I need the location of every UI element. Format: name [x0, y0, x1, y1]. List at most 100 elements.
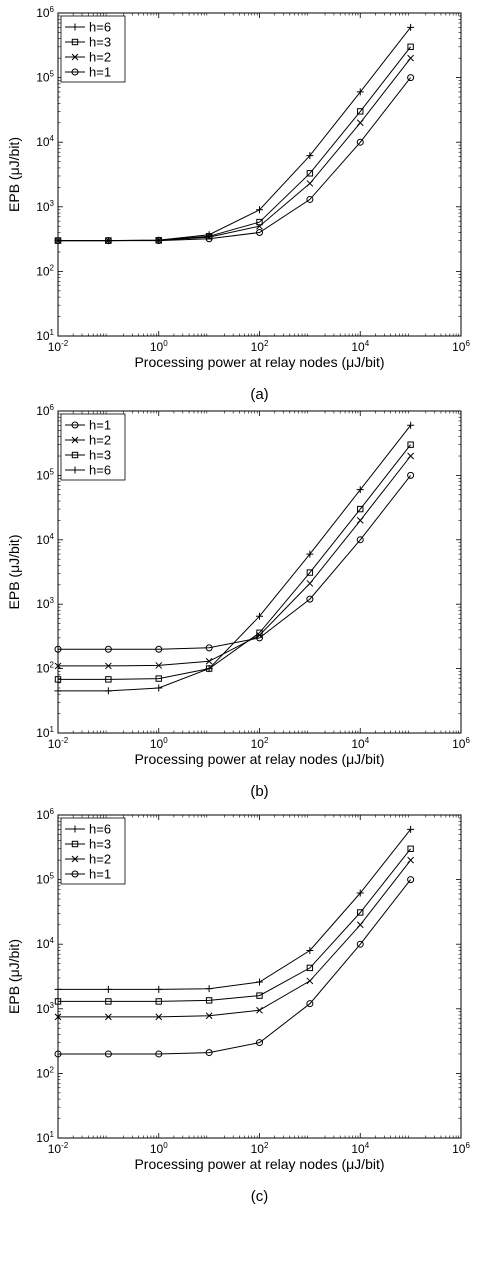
plot-area-frame — [57, 814, 462, 1139]
legend-entry: h=2 — [89, 50, 111, 65]
x-axis-label: Processing power at relay nodes (μJ/bit) — [134, 751, 384, 767]
y-tick-label: 104 — [36, 134, 54, 149]
plot-area-frame — [57, 12, 462, 337]
data-point — [54, 1013, 62, 1021]
y-tick-label: 102 — [36, 263, 54, 278]
data-point — [256, 612, 263, 620]
data-point — [407, 441, 414, 448]
legend-marker — [71, 23, 79, 31]
legend-marker — [71, 451, 79, 459]
data-point — [205, 644, 213, 652]
data-point — [357, 505, 364, 513]
data-point — [306, 580, 314, 587]
data-point — [54, 237, 62, 245]
data-point — [306, 170, 314, 177]
legend-marker — [71, 840, 79, 848]
data-point — [306, 595, 314, 603]
data-point — [205, 997, 213, 1004]
data-point — [256, 992, 263, 999]
legend-marker — [71, 825, 79, 833]
data-point — [356, 138, 364, 146]
data-point — [256, 206, 263, 214]
legend-marker — [71, 436, 79, 444]
series-h=3 — [54, 845, 414, 1005]
data-point — [256, 229, 263, 237]
series-h=1 — [54, 74, 415, 245]
x-tick-label: 100 — [150, 736, 168, 751]
data-point — [256, 222, 263, 230]
x-axis-label: Processing power at relay nodes (μJ/bit) — [134, 1156, 384, 1172]
data-point — [306, 946, 314, 954]
x-tick-label: 104 — [351, 339, 369, 354]
y-axis-label: EPB (μJ/bit) — [6, 939, 22, 1014]
data-point — [104, 645, 112, 653]
legend-marker — [71, 68, 79, 76]
data-point — [205, 985, 213, 993]
data-point — [407, 421, 415, 429]
x-tick-label: 10-2 — [48, 339, 69, 354]
data-point — [54, 687, 62, 695]
data-point — [407, 825, 415, 833]
data-point — [105, 998, 112, 1005]
data-point — [407, 23, 415, 31]
data-point — [155, 684, 163, 692]
series-h=2 — [54, 54, 414, 244]
data-point — [155, 998, 162, 1005]
data-point — [104, 1050, 112, 1058]
data-point — [256, 1006, 263, 1014]
legend-marker — [71, 870, 79, 878]
data-point — [205, 657, 213, 665]
data-point — [407, 845, 414, 852]
y-tick-label: 104 — [36, 936, 54, 951]
data-point — [155, 985, 163, 993]
x-tick-label: 106 — [452, 736, 470, 751]
data-point — [356, 517, 364, 524]
data-point — [407, 43, 414, 50]
chart-panel-a: 10-2 100 102 104 106 101 102 103 104 105 106 h=6h=3… — [6, 5, 470, 403]
data-point — [256, 1039, 263, 1047]
legend: h=6h=3h=2h=1 — [60, 15, 126, 83]
y-axis-label: EPB (μJ/bit) — [6, 137, 22, 212]
data-point — [104, 237, 112, 245]
series-h=6 — [54, 825, 415, 993]
panel-caption: (c) — [251, 1188, 269, 1205]
y-tick-label: 101 — [36, 725, 54, 740]
series-line — [58, 444, 411, 680]
data-point — [205, 235, 213, 243]
data-point — [407, 74, 415, 82]
series-h=3 — [54, 441, 414, 683]
series-h=1 — [54, 876, 415, 1058]
data-point — [205, 665, 213, 673]
legend-entry: h=1 — [89, 418, 111, 433]
chart-panel-c: 10-2 100 102 104 106 101 102 103 104 105 106 h=6h=3… — [6, 807, 470, 1205]
data-point — [205, 1012, 213, 1020]
series-line — [58, 424, 411, 692]
legend-entry: h=3 — [89, 35, 111, 50]
legend-entry: h=6 — [89, 822, 111, 837]
series-line — [58, 828, 411, 990]
x-tick-label: 106 — [452, 1141, 470, 1156]
data-point — [407, 54, 414, 62]
data-point — [356, 889, 364, 897]
data-point — [356, 486, 364, 494]
data-point — [155, 1013, 163, 1021]
data-point — [357, 108, 364, 115]
data-point — [306, 977, 314, 985]
y-tick-label: 103 — [36, 199, 54, 214]
y-tick-label: 105 — [36, 70, 54, 85]
plot-area-frame — [57, 410, 462, 734]
x-tick-label: 100 — [150, 1141, 168, 1156]
data-point — [104, 687, 112, 695]
data-point — [54, 645, 62, 653]
legend-entry: h=2 — [89, 433, 111, 448]
data-point — [306, 1000, 314, 1008]
legend: h=6h=3h=2h=1 — [60, 817, 126, 885]
data-point — [205, 1049, 213, 1057]
legend-entry: h=6 — [89, 20, 111, 35]
data-point — [155, 662, 163, 669]
y-axis-label: EPB (μJ/bit) — [6, 535, 22, 610]
y-tick-label: 106 — [36, 5, 54, 20]
legend-marker — [71, 53, 79, 61]
data-point — [356, 119, 364, 127]
x-tick-label: 10-2 — [48, 736, 69, 751]
